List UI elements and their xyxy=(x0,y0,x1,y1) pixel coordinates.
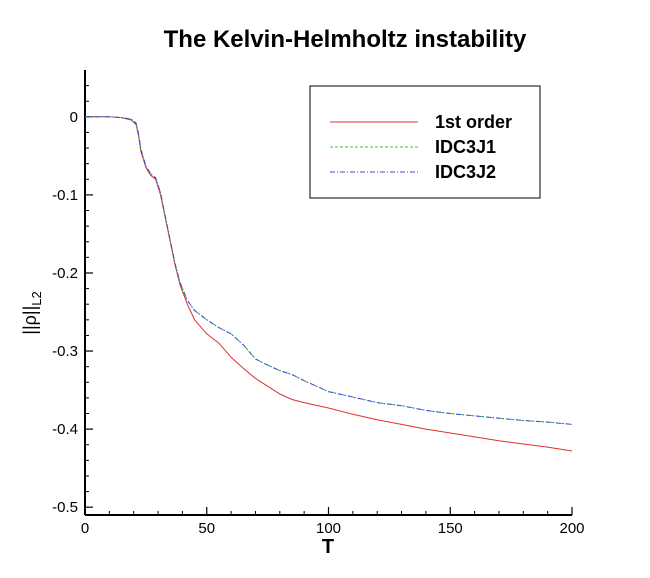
y-tick-label: -0.2 xyxy=(52,265,78,282)
y-axis-title-main: ||ρ|| xyxy=(20,306,40,335)
legend-label: IDC3J2 xyxy=(435,162,496,182)
svg-text:||ρ||L2: ||ρ||L2 xyxy=(20,291,44,334)
legend: 1st order IDC3J1 IDC3J2 xyxy=(309,85,541,199)
y-tick-label: -0.3 xyxy=(52,343,78,360)
y-tick-label: 0 xyxy=(70,109,78,126)
y-tick-label: -0.5 xyxy=(52,499,78,516)
series-line-idc3j2 xyxy=(85,116,573,425)
y-tick-label: -0.4 xyxy=(52,421,78,438)
x-tick-label: 50 xyxy=(198,520,215,537)
ticks: 0 50 100 150 200 0 -0.1 -0.2 -0.3 -0.4 -0.5 xyxy=(52,85,585,537)
legend-label: IDC3J1 xyxy=(435,137,496,157)
y-axis-title-sub: L2 xyxy=(29,291,44,305)
series-group xyxy=(85,116,573,452)
y-axis-title: ||ρ||L2 xyxy=(20,291,44,334)
x-tick-label: 100 xyxy=(316,520,341,537)
legend-box xyxy=(309,85,541,199)
x-tick-label: 200 xyxy=(559,520,584,537)
x-axis-title: T xyxy=(322,536,334,558)
legend-label: 1st order xyxy=(435,112,512,132)
x-tick-label: 0 xyxy=(81,520,89,537)
y-tick-label: -0.1 xyxy=(52,187,78,204)
series-line-1st-order xyxy=(85,116,573,452)
x-tick-label: 150 xyxy=(438,520,463,537)
chart-title: The Kelvin-Helmholtz instability xyxy=(164,26,527,53)
